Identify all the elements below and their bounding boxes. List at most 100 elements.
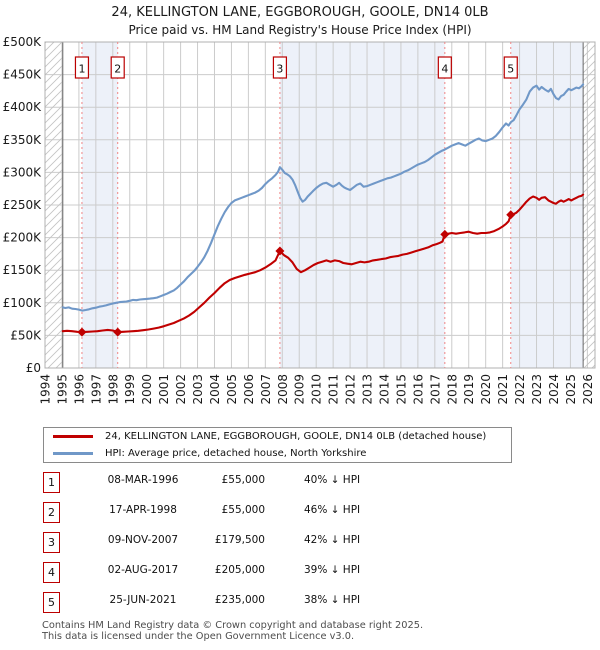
x-tick-label: 2005 (225, 374, 239, 405)
axis-labels: £0 £50K £100K £150K £200K £250K £300K £350K £400… (3, 35, 595, 405)
y-tick-label: £250K (3, 198, 43, 212)
sale-date: 25-JUN-2021 (109, 594, 177, 606)
x-tick-label: 2007 (259, 374, 273, 405)
price-line (61, 193, 585, 334)
sale-number-label: 1 (78, 63, 85, 76)
x-tick-label: 2021 (496, 374, 510, 405)
x-tick-label: 2022 (513, 374, 527, 405)
sale-vs-hpi: 46% ↓ HPI (304, 504, 361, 516)
no-data-hatch (45, 42, 595, 368)
y-tick-label: £400K (3, 100, 43, 114)
sale-event-lines (81, 42, 512, 368)
legend-label: HPI: Average price, detached house, Nort… (105, 448, 367, 459)
sale-number-box (437, 56, 452, 79)
sale-table-row: 4 02-AUG-2017 £205,000 39% ↓ HPI (42, 562, 562, 583)
sale-number-boxes: 1 2 3 4 5 (74, 56, 518, 79)
sale-price: £55,000 (221, 474, 265, 486)
sale-marker (275, 246, 285, 256)
price-history-chart: 1 2 3 4 5 £0 £50K £100K £150K £200K £250K £300K £35… (3, 35, 596, 405)
x-tick-label: 2013 (361, 374, 375, 405)
x-tick-label: 2015 (394, 374, 408, 405)
sale-marker (113, 327, 123, 337)
sale-table-row: 1 08-MAR-1996 £55,000 40% ↓ HPI (42, 472, 562, 493)
x-tick-label: 2011 (327, 374, 341, 405)
chart-legend: 24, KELLINGTON LANE, EGGBOROUGH, GOOLE, … (43, 427, 512, 463)
sale-vs-hpi: 39% ↓ HPI (304, 564, 361, 576)
x-tick-label: 2000 (140, 374, 154, 405)
y-tick-label: £100K (3, 296, 43, 310)
x-tick-label: 2020 (479, 374, 493, 405)
x-tick-label: 2016 (411, 374, 425, 405)
y-tick-label: £0 (26, 361, 41, 375)
legend-line-swatch (53, 452, 93, 455)
sale-date: 09-NOV-2007 (107, 534, 179, 546)
page-subtitle: Price paid vs. HM Land Registry's House … (128, 23, 472, 37)
x-tick-label: 2009 (293, 374, 307, 405)
sale-number-box (110, 56, 125, 79)
data-lines (61, 83, 585, 334)
x-tick-label: 2004 (208, 374, 222, 405)
x-tick-label: 2018 (445, 374, 459, 405)
x-tick-label: 2025 (564, 374, 578, 405)
sales-table: 1 08-MAR-1996 £55,000 40% ↓ HPI 2 17-APR-1998… (42, 472, 562, 622)
sale-date: 17-APR-1998 (109, 504, 177, 516)
sale-number-label: 4 (441, 63, 448, 76)
sale-date: 08-MAR-1996 (107, 474, 179, 486)
sale-number-label: 3 (276, 63, 283, 76)
sale-table-row: 3 09-NOV-2007 £179,500 42% ↓ HPI (42, 532, 562, 553)
y-tick-label: £300K (3, 165, 43, 179)
sale-marker (440, 229, 450, 239)
x-tick-label: 1996 (72, 374, 86, 405)
sale-row-number: 1 (43, 472, 60, 493)
y-tick-label: £500K (3, 35, 43, 49)
x-tick-label: 2001 (157, 374, 171, 405)
sale-price: £179,500 (214, 534, 265, 546)
x-tick-label: 1999 (123, 374, 137, 405)
sale-price: £235,000 (214, 594, 265, 606)
sale-number-box (74, 56, 90, 79)
sale-row-number: 4 (43, 562, 60, 583)
sale-row-number: 3 (43, 532, 60, 553)
x-tick-label: 2017 (428, 374, 442, 405)
x-tick-label: 2012 (344, 374, 358, 405)
sale-price: £205,000 (214, 564, 265, 576)
x-tick-label: 2010 (310, 374, 324, 405)
x-tick-label: 1997 (89, 374, 103, 405)
sale-vs-hpi: 38% ↓ HPI (304, 594, 361, 606)
legend-row: 24, KELLINGTON LANE, EGGBOROUGH, GOOLE, … (44, 428, 511, 445)
sale-row-number: 2 (43, 502, 60, 523)
sale-marker (77, 327, 87, 337)
x-tick-label: 2024 (547, 374, 561, 405)
sale-vs-hpi: 40% ↓ HPI (304, 474, 361, 486)
sale-number-label: 2 (114, 63, 121, 76)
x-tick-label: 2006 (242, 374, 256, 405)
sale-marker (506, 210, 516, 220)
x-tick-label: 1995 (55, 374, 69, 405)
sale-number-box (272, 56, 288, 79)
sale-price: £55,000 (221, 504, 265, 516)
hpi-line (61, 83, 585, 312)
x-tick-label: 2003 (191, 374, 205, 405)
legend-line-swatch (53, 435, 93, 438)
sale-number-label: 5 (507, 63, 514, 76)
plot-border (44, 41, 596, 369)
sale-date: 02-AUG-2017 (107, 564, 179, 576)
sale-table-row: 2 17-APR-1998 £55,000 46% ↓ HPI (42, 502, 562, 523)
footer-line1: Contains HM Land Registry data © Crown c… (42, 620, 424, 631)
sale-markers (77, 210, 516, 337)
x-tick-label: 2026 (581, 374, 595, 405)
x-tick-label: 2002 (174, 374, 188, 405)
no-data-region (45, 42, 63, 368)
license-footer: Contains HM Land Registry data © Crown c… (42, 620, 424, 642)
legend-label: 24, KELLINGTON LANE, EGGBOROUGH, GOOLE, … (105, 431, 487, 442)
x-tick-label: 2023 (530, 374, 544, 405)
y-tick-label: £200K (3, 231, 43, 245)
y-tick-label: £450K (3, 68, 43, 82)
footer-line2: This data is licensed under the Open Gov… (42, 630, 355, 642)
y-tick-label: £50K (10, 328, 42, 342)
x-tick-label: 1998 (106, 374, 120, 405)
y-tick-label: £150K (3, 263, 43, 277)
sale-number-box (503, 56, 518, 79)
no-data-region (583, 42, 595, 368)
sale-table-row: 5 25-JUN-2021 £235,000 38% ↓ HPI (42, 592, 562, 613)
